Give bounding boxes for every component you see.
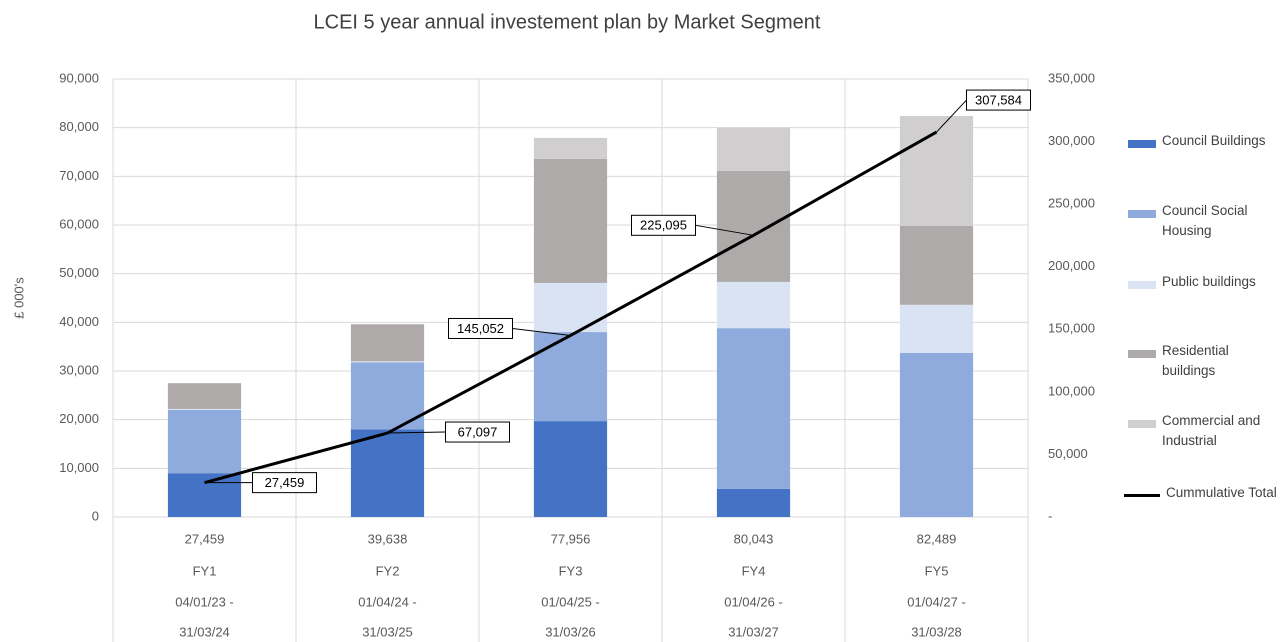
legend-label: Council Buildings [1162,133,1266,148]
bar-segment [716,488,791,517]
period-end: 31/03/28 [911,624,962,639]
y-tick-label: 90,000 [59,70,99,85]
period-start: 01/04/25 - [541,594,600,609]
y-axis-label: £ 000's [11,277,26,319]
period-end: 31/03/26 [545,624,596,639]
x-tick-label: FY3 [559,563,583,578]
legend-label: Commercial and Industrial [1162,413,1261,448]
period-end: 31/03/25 [362,624,413,639]
bar-segment [533,137,608,159]
data-label: 27,459 [265,475,305,490]
category-total: 80,043 [734,531,774,546]
data-label: 307,584 [975,93,1022,108]
leader-line [936,99,967,133]
x-tick-label: FY1 [193,563,217,578]
y2-tick-label: 350,000 [1048,70,1095,85]
bar-segment [167,409,242,474]
legend-item: Public buildings [1128,274,1280,292]
data-label: 145,052 [457,321,504,336]
bar-segment [533,282,608,333]
period-start: 01/04/24 - [358,594,417,609]
y2-tick-label: 250,000 [1048,196,1095,211]
legend-item: Commercial and Industrial [1128,413,1280,451]
legend-swatch [1128,210,1156,218]
bar-segment [350,429,425,517]
data-label: 67,097 [458,424,498,439]
y-tick-label: 70,000 [59,168,99,183]
bar-segment [716,170,791,282]
y-tick-label: 80,000 [59,119,99,134]
bar-segment [167,473,242,517]
period-end: 31/03/24 [179,624,230,639]
leader-line [695,224,754,236]
bar-segment [167,408,242,410]
leader-line [387,431,446,434]
legend-swatch [1124,494,1160,497]
y-tick-label: 20,000 [59,411,99,426]
y-tick-label: 60,000 [59,216,99,231]
leader-line [512,327,571,336]
legend-item: Residential buildings [1128,343,1280,381]
y-tick-label: 40,000 [59,314,99,329]
data-label-box [448,317,513,339]
category-total: 39,638 [368,531,408,546]
data-label-box [252,472,317,494]
y-tick-label: 0 [92,508,99,523]
y2-tick-label: 100,000 [1048,383,1095,398]
bar-segment [167,383,242,409]
bar-segment [716,328,791,489]
data-label-box [631,214,696,236]
y-tick-label: 10,000 [59,460,99,475]
y2-tick-label: 300,000 [1048,133,1095,148]
bar-segment [899,304,974,353]
y2-tick-label: - [1048,508,1052,523]
legend-label: Residential buildings [1162,343,1229,378]
bar-segment [533,421,608,517]
period-start: 01/04/26 - [724,594,783,609]
bar-segment [899,115,974,226]
legend-label: Council Social Housing [1162,203,1248,238]
period-end: 31/03/27 [728,624,779,639]
category-total: 77,956 [551,531,591,546]
bar-segment [350,362,425,430]
legend-item: Cummulative Total [1124,485,1284,503]
category-total: 27,459 [185,531,225,546]
legend-item: Council Social Housing [1128,203,1280,241]
category-total: 82,489 [917,531,957,546]
y-tick-label: 50,000 [59,265,99,280]
y2-tick-label: 150,000 [1048,321,1095,336]
x-tick-label: FY4 [742,563,766,578]
chart-title: LCEI 5 year annual investement plan by M… [314,11,821,33]
bar-segment [899,225,974,305]
bar-segment [350,324,425,362]
legend-item: Council Buildings [1128,133,1280,151]
y-tick-label: 30,000 [59,362,99,377]
bar-segment [350,361,425,363]
legend-swatch [1128,281,1156,289]
x-tick-label: FY2 [376,563,400,578]
bar-segment [533,332,608,422]
legend-swatch [1128,420,1156,428]
y2-tick-label: 200,000 [1048,258,1095,273]
data-label-box [445,421,510,443]
period-start: 04/01/23 - [175,594,234,609]
x-tick-label: FY5 [925,563,949,578]
data-label-box [966,89,1031,111]
period-start: 01/04/27 - [907,594,966,609]
bar-segment [533,158,608,283]
bar-segment [716,127,791,171]
legend-swatch [1128,350,1156,358]
data-label: 225,095 [640,218,687,233]
legend-swatch [1128,140,1156,148]
bar-segment [716,281,791,329]
y2-tick-label: 50,000 [1048,446,1088,461]
legend-label: Public buildings [1162,274,1256,289]
legend-label: Cummulative Total [1166,485,1277,500]
bar-segment [899,352,974,517]
